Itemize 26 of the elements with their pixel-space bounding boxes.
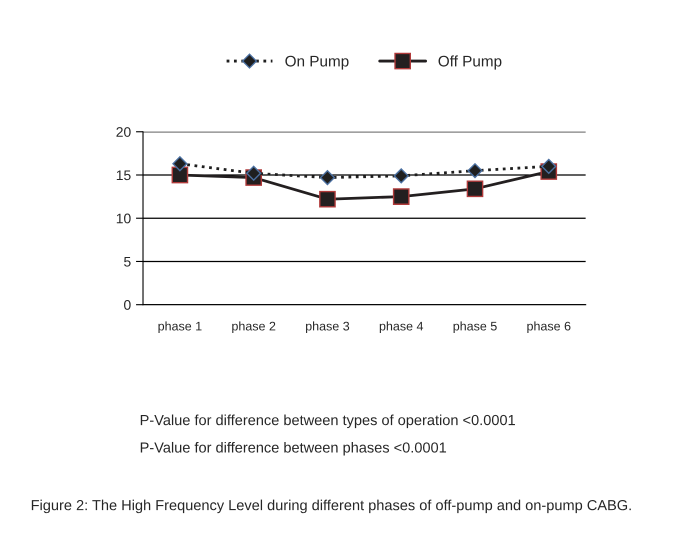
- point: [319, 190, 336, 208]
- y-tick-label: 15: [116, 170, 131, 180]
- y-tick-label: 20: [116, 127, 131, 137]
- x-tick-label: phase 1: [158, 321, 202, 334]
- x-tick-label: phase 4: [380, 321, 424, 334]
- y-tick-label: 0: [124, 300, 131, 310]
- x-tick-label: phase 3: [306, 321, 350, 334]
- point: [541, 158, 556, 174]
- x-tick-label: phase 2: [232, 321, 276, 334]
- point: [467, 163, 483, 178]
- point: [172, 166, 188, 184]
- legend-label: Off Pump: [438, 55, 502, 70]
- caption: Figure 2: The High Frequency Level during different phases of off-pump and on-pump CABG.: [32, 500, 631, 514]
- point: [466, 180, 484, 198]
- x-tick-label: phase 6: [527, 321, 570, 334]
- text: P-Value for difference between phases <0.0001: [140, 442, 446, 456]
- text: P-Value for difference between types of operation <0.0001: [140, 414, 515, 428]
- point: [172, 156, 188, 172]
- x-tick-label: phase 5: [454, 321, 497, 334]
- y-tick-label: 5: [124, 256, 131, 267]
- legend-label: On Pump: [285, 56, 349, 70]
- y-tick-label: 10: [116, 214, 131, 224]
- point: [320, 170, 336, 186]
- point: [392, 188, 410, 205]
- point: [394, 168, 409, 184]
- point: [246, 166, 262, 181]
